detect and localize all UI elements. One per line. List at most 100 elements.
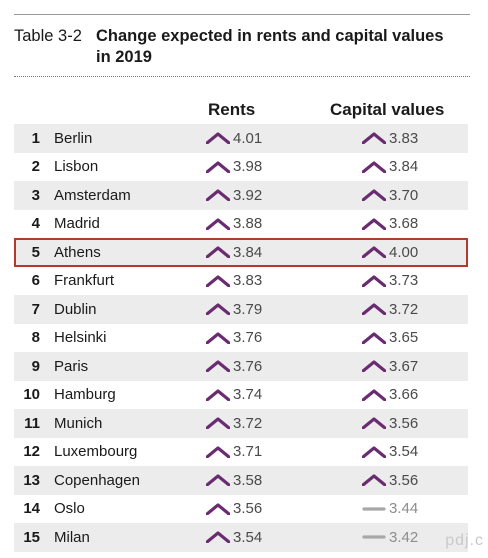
city-cell: Berlin [54,129,93,147]
rank-cell: 6 [31,272,40,290]
rankings-table: 1 Berlin 4.01 3.83 2 Lisbon 3.98 3.84 3 Amsterdam… [14,124,468,552]
city-cell: Milan [54,528,90,546]
capital-cell: 3.56 [362,472,418,489]
table-row: 4 Madrid 3.88 3.68 [14,210,468,239]
capital-cell: 3.84 [362,158,418,175]
city-cell: Munich [54,414,103,432]
trend-up-icon [206,503,230,515]
rent-cell: 3.58 [206,472,262,489]
trend-flat-icon [362,503,386,515]
trend-up-icon [206,446,230,458]
trend-up-icon [362,132,386,145]
table-row: 8 Helsinki 3.76 3.65 [14,324,468,353]
table-row: 2 Lisbon 3.98 3.84 [14,153,468,182]
trend-up-icon [206,332,230,344]
rent-value: 4.01 [233,129,263,147]
trend-up-icon [362,389,386,401]
trend-up-icon [206,389,230,401]
city-cell: Oslo [54,500,85,518]
rent-value: 3.88 [233,215,263,233]
trend-up-icon [206,189,230,202]
rent-value: 3.54 [233,528,263,546]
trend-up-icon [206,417,230,430]
capital-value: 3.73 [389,272,419,290]
trend-up-icon [362,417,386,430]
capital-cell: 3.70 [362,187,418,204]
table-title: Table 3-2 Change expected in rents and ca… [14,26,474,68]
table-row: 9 Paris 3.76 3.67 [14,352,468,381]
rent-value: 3.56 [233,500,263,518]
capital-value: 3.83 [389,129,419,147]
watermark: pdj.c [445,532,484,549]
rank-cell: 2 [31,158,40,176]
rank-cell: 5 [31,243,40,261]
top-rule [14,14,470,15]
table-row: 13 Copenhagen 3.58 3.56 [14,466,468,495]
trend-up-icon [206,531,230,544]
trend-up-icon [362,218,386,230]
capital-value: 3.44 [389,500,419,518]
trend-up-icon [362,161,386,173]
rent-cell: 3.92 [206,187,262,204]
rent-cell: 4.01 [206,130,262,147]
capital-cell: 4.00 [362,244,418,261]
city-cell: Madrid [54,215,100,233]
rent-cell: 3.98 [206,158,262,175]
trend-flat-icon [362,531,386,543]
city-cell: Helsinki [54,329,107,347]
rent-value: 3.71 [233,443,263,461]
trend-up-icon [206,218,230,230]
trend-up-icon [206,246,230,259]
capital-cell: 3.44 [362,500,418,517]
rent-cell: 3.72 [206,415,262,432]
city-cell: Dublin [54,300,97,318]
capital-cell: 3.66 [362,386,418,403]
rank-cell: 3 [31,186,40,204]
capital-value: 3.56 [389,414,419,432]
trend-up-icon [362,246,386,259]
capital-cell: 3.72 [362,301,418,318]
column-header-rents: Rents [208,100,256,119]
rent-cell: 3.76 [206,358,262,375]
rent-cell: 3.56 [206,500,262,517]
table-row: 15 Milan 3.54 3.42 [14,523,468,552]
capital-value: 3.70 [389,186,419,204]
capital-value: 3.68 [389,215,419,233]
city-cell: Lisbon [54,158,99,176]
rent-value: 3.74 [233,386,263,404]
rent-cell: 3.83 [206,272,262,289]
table-row: 10 Hamburg 3.74 3.66 [14,381,468,410]
title-line-2: in 2019 [96,48,152,66]
capital-value: 3.67 [389,357,419,375]
capital-value: 3.56 [389,471,419,489]
capital-value: 4.00 [389,243,419,261]
trend-up-icon [206,303,230,316]
city-cell: Copenhagen [54,471,140,489]
rent-cell: 3.71 [206,443,262,460]
capital-cell: 3.68 [362,215,418,232]
table-row: 7 Dublin 3.79 3.72 [14,295,468,324]
trend-up-icon [362,474,386,487]
rank-cell: 7 [31,300,40,318]
rank-cell: 15 [23,528,40,546]
rank-cell: 14 [23,500,40,518]
capital-value: 3.65 [389,329,419,347]
rent-value: 3.76 [233,357,263,375]
rent-cell: 3.74 [206,386,262,403]
trend-up-icon [206,474,230,487]
capital-value: 3.66 [389,386,419,404]
capital-cell: 3.42 [362,529,418,546]
rank-cell: 8 [31,329,40,347]
city-cell: Amsterdam [54,186,131,204]
table-row: 14 Oslo 3.56 3.44 [14,495,468,524]
table-row: 1 Berlin 4.01 3.83 [14,124,468,153]
rent-cell: 3.54 [206,529,262,546]
capital-value: 3.72 [389,300,419,318]
table-row: 12 Luxembourg 3.71 3.54 [14,438,468,467]
city-cell: Frankfurt [54,272,115,290]
rent-value: 3.72 [233,414,263,432]
city-cell: Luxembourg [54,443,138,461]
rent-cell: 3.76 [206,329,262,346]
city-cell: Paris [54,357,89,375]
rank-cell: 1 [31,129,40,147]
